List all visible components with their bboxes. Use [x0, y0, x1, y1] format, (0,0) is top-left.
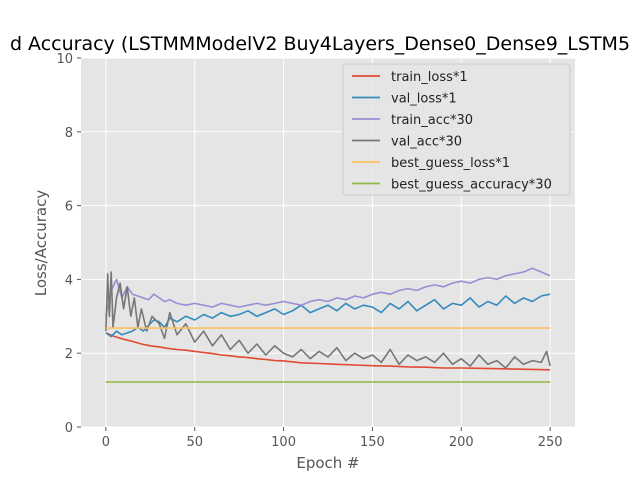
- legend-label: val_acc*30: [391, 135, 462, 150]
- legend-label: best_guess_loss*1: [391, 156, 510, 171]
- legend: train_loss*1 val_loss*1 train_acc*30 val_ac…: [342, 63, 571, 196]
- x-tick-label: 150: [360, 435, 385, 450]
- x-tick-label: 50: [186, 435, 203, 450]
- series-line-train-loss-1: [105, 332, 551, 371]
- legend-label: best_guess_accuracy*30: [391, 178, 552, 193]
- chart-title-group: d Accuracy (LSTMMModelV2 Buy4Layers_Dens…: [10, 33, 630, 55]
- x-tick-label: 200: [449, 435, 474, 450]
- x-tick-label: 100: [271, 435, 296, 450]
- y-axis-ticks: 0 2 4 6 8 10: [56, 52, 81, 436]
- y-tick-label: 6: [65, 200, 73, 215]
- legend-label: train_acc*30: [391, 113, 473, 128]
- series-lines: [105, 267, 551, 383]
- series-line-val-acc-30: [105, 271, 551, 369]
- y-tick-label: 8: [65, 126, 73, 141]
- y-axis-label: Loss/Accuracy: [32, 190, 50, 297]
- x-tick-label: 250: [538, 435, 563, 450]
- series-line-train-acc-30: [105, 267, 551, 317]
- y-tick-label: 0: [65, 421, 73, 436]
- legend-label: train_loss*1: [391, 70, 468, 85]
- legend-box: [342, 63, 571, 196]
- y-tick-label: 4: [65, 273, 73, 288]
- series-line-val-loss-1: [105, 293, 551, 338]
- x-tick-label: 0: [102, 435, 110, 450]
- x-axis-label: Epoch #: [296, 454, 359, 472]
- legend-label: val_loss*1: [391, 92, 457, 107]
- x-axis-ticks: 0 50 100 150 200 250: [102, 427, 563, 450]
- y-tick-label: 2: [65, 347, 73, 362]
- y-tick-label: 10: [56, 52, 73, 67]
- chart-title: d Accuracy (LSTMMModelV2 Buy4Layers_Dens…: [10, 33, 630, 55]
